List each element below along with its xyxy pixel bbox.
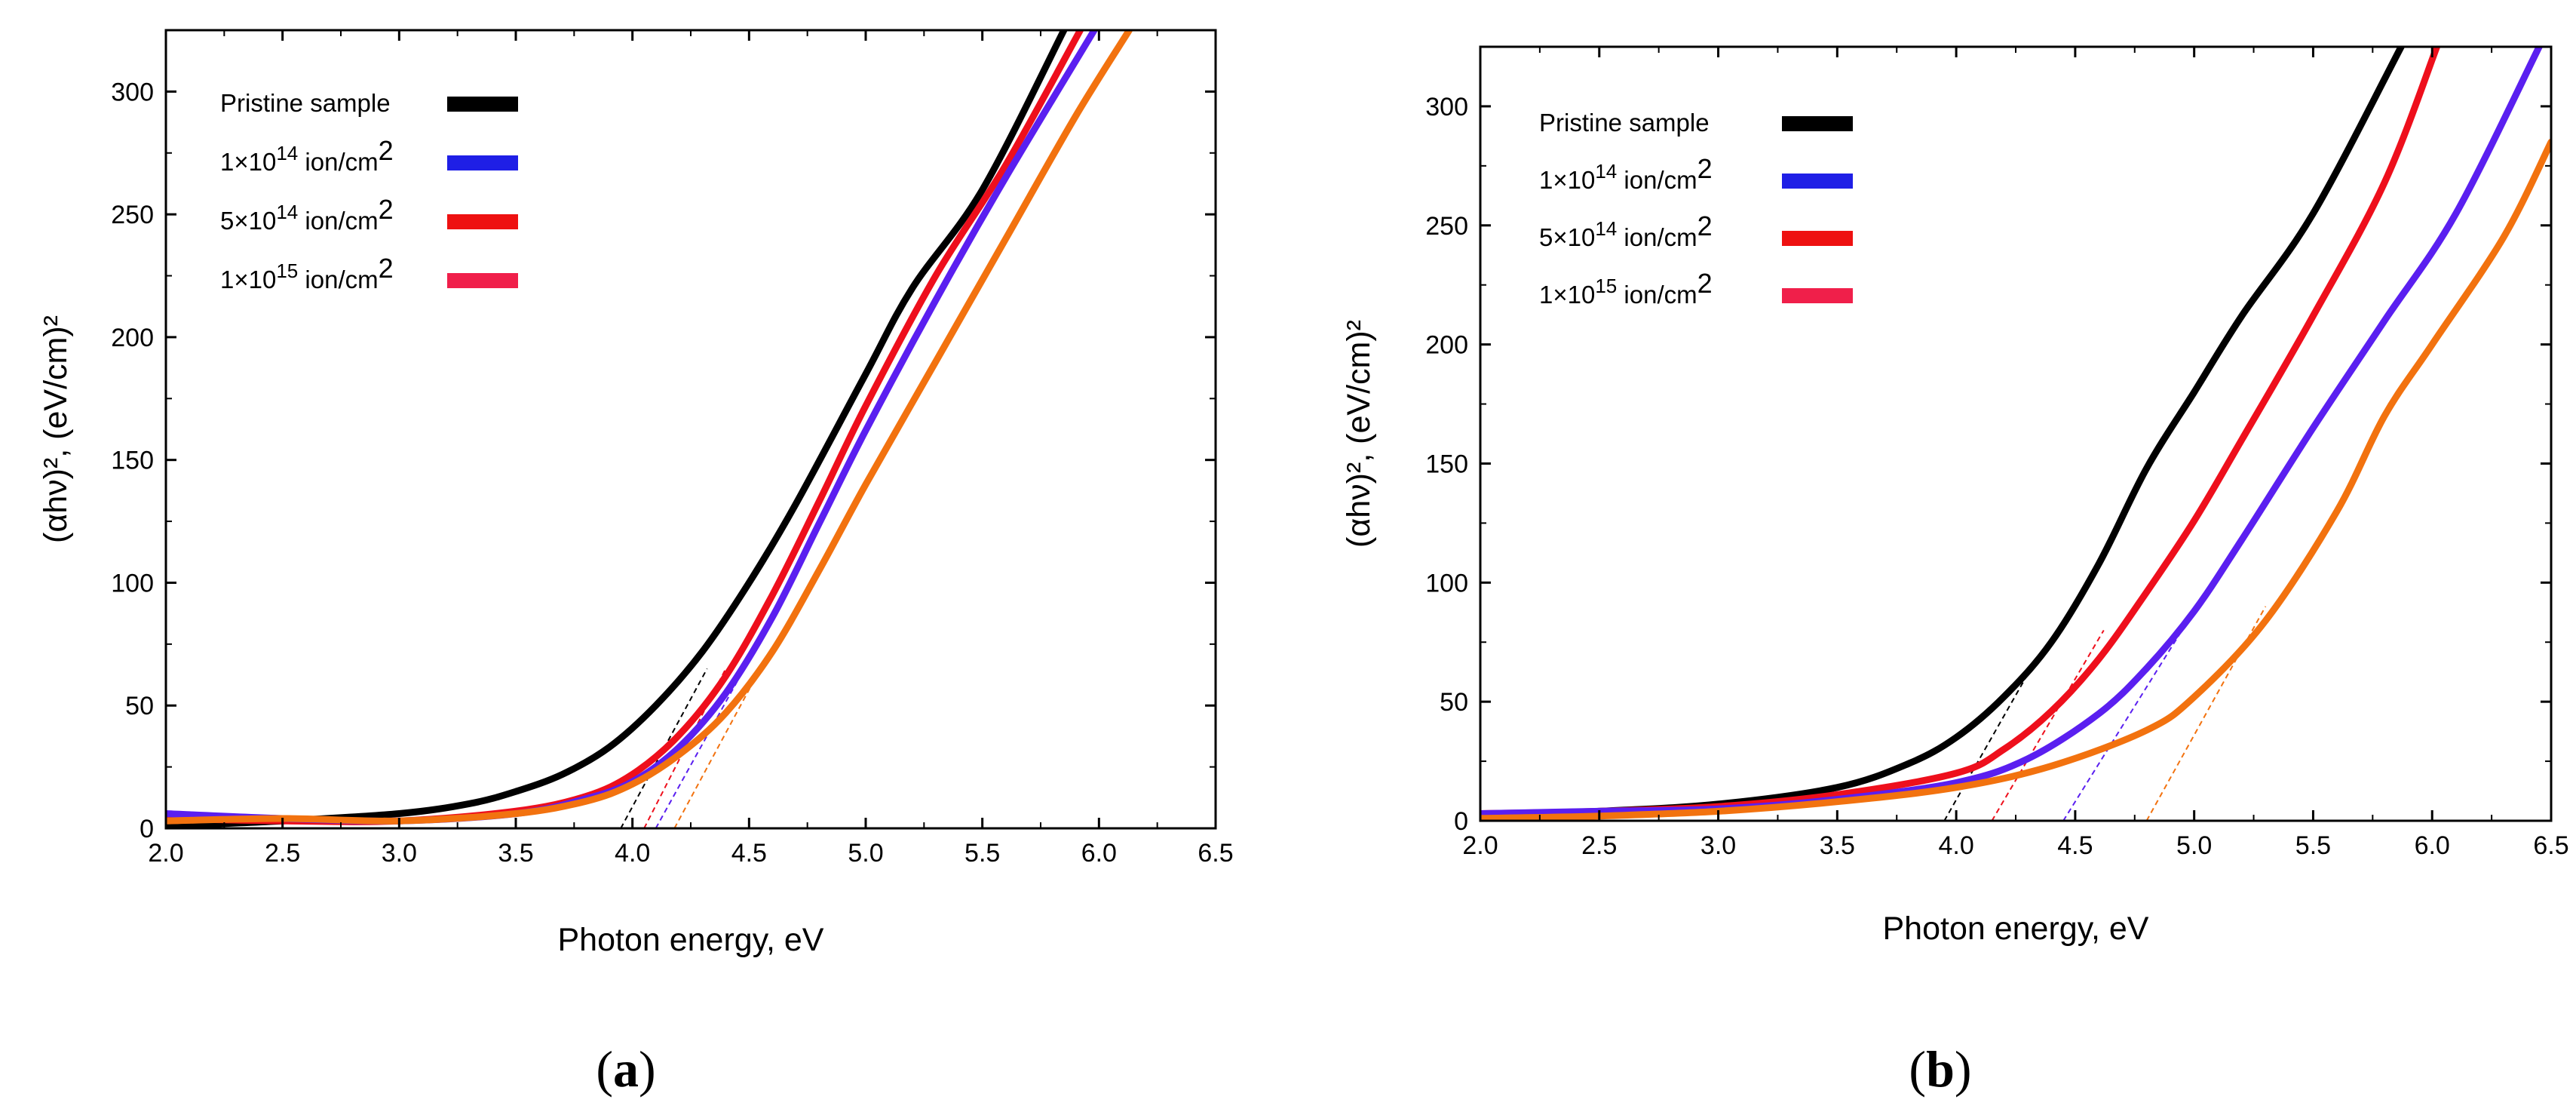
legend-label: 1×1015 ion/cm2	[220, 253, 394, 293]
series-line-2	[1480, 47, 2440, 817]
y-axis-title: (αhν)², (eV/cm)²	[38, 315, 74, 543]
y-tick-label: 200	[111, 324, 154, 352]
x-tick-label: 3.5	[1820, 831, 1855, 860]
series-line-4	[166, 30, 1133, 825]
x-tick-label: 4.5	[731, 839, 767, 868]
x-tick-label: 2.5	[1581, 831, 1617, 860]
chart-b-svg: 2.0 2.5 3.0 3.5 4.0 4.5 5.0 5.5 6.0 6.5 0 50 100 150 2…	[1341, 45, 2569, 1098]
x-tick-label: 5.5	[964, 839, 1000, 868]
x-axis-title: Photon energy, eV	[1882, 911, 2148, 947]
x-tick-label: 2.0	[148, 839, 183, 868]
legend-swatch	[1782, 174, 1853, 189]
legend-swatch	[447, 155, 518, 170]
legend: Pristine sample 1×1014 ion/cm2 5×1014 ion/…	[1539, 109, 1853, 309]
y-axis-title: (αhν)², (eV/cm)²	[1341, 320, 1377, 548]
x-tick-label: 4.0	[615, 839, 650, 868]
series-line-1	[166, 30, 1068, 828]
legend-swatch	[1782, 116, 1853, 131]
series-line-1	[1480, 47, 2405, 820]
x-tick-label: 5.5	[2295, 831, 2331, 860]
panel-label-b: (b)	[1909, 1040, 1971, 1098]
y-tick-label: 100	[1425, 569, 1468, 597]
legend-swatch	[447, 273, 518, 288]
x-tick-label: 5.0	[2176, 831, 2212, 860]
panel-label-a: (a)	[596, 1040, 655, 1098]
x-tick-label: 2.0	[1462, 831, 1498, 860]
y-tick-label: 200	[1425, 331, 1468, 360]
y-tick-label: 300	[111, 78, 154, 106]
y-tick-label: 0	[140, 815, 154, 843]
legend-swatch	[1782, 231, 1853, 246]
tangent-line	[2062, 618, 2191, 821]
series-group	[1480, 47, 2551, 821]
legend-label: 1×1015 ion/cm2	[1539, 268, 1713, 309]
y-tick-label: 300	[1425, 93, 1468, 121]
y-tick-label: 250	[1425, 212, 1468, 241]
x-tick-label: 6.5	[1198, 839, 1233, 868]
x-tick-label: 3.0	[1700, 831, 1736, 860]
legend-label: 5×1014 ion/cm2	[1539, 210, 1713, 251]
legend-label: 1×1014 ion/cm2	[220, 135, 394, 176]
panel-label-letter: b	[1926, 1040, 1955, 1098]
legend-swatch	[447, 214, 518, 229]
tangent-lines	[1943, 606, 2267, 821]
panel-label-letter: a	[613, 1040, 639, 1098]
x-tick-label: 2.5	[265, 839, 300, 868]
tangent-line	[673, 680, 755, 828]
legend-label: Pristine sample	[1539, 109, 1710, 137]
y-tick-label: 150	[111, 447, 154, 475]
y-tick-label: 100	[111, 569, 154, 597]
legend-swatch	[447, 97, 518, 112]
tangent-line	[1943, 665, 2033, 821]
y-tick-label: 50	[125, 692, 154, 720]
legend-label: Pristine sample	[220, 89, 391, 117]
chart-a-svg: 2.0 2.5 3.0 3.5 4.0 4.5 5.0 5.5 6.0 6.5 0 50 100 150 2…	[38, 29, 1234, 1098]
x-tick-label: 6.0	[1081, 839, 1117, 868]
x-tick-label: 3.5	[498, 839, 533, 868]
legend-label: 1×1014 ion/cm2	[1539, 153, 1713, 194]
x-tick-label: 3.0	[382, 839, 417, 868]
chart-panel-b: 2.0 2.5 3.0 3.5 4.0 4.5 5.0 5.5 6.0 6.5 0 50 100 150 2…	[1288, 0, 2576, 1118]
x-tick-label: 6.5	[2533, 831, 2568, 860]
tangent-line	[655, 680, 738, 828]
x-tick-label: 4.5	[2057, 831, 2093, 860]
y-tick-label: 150	[1425, 450, 1468, 478]
legend-swatch	[1782, 288, 1853, 303]
chart-panel-a: 2.0 2.5 3.0 3.5 4.0 4.5 5.0 5.5 6.0 6.5 0 50 100 150 2…	[38, 29, 1234, 1098]
x-tick-label: 4.0	[1938, 831, 1973, 860]
y-tick-label: 250	[111, 201, 154, 229]
y-tick-label: 0	[1454, 807, 1468, 836]
legend-label: 5×1014 ion/cm2	[220, 194, 394, 235]
x-tick-label: 5.0	[848, 839, 883, 868]
legend: Pristine sample 1×1014 ion/cm2 5×1014 ion/…	[220, 89, 518, 293]
x-axis-title: Photon energy, eV	[557, 922, 823, 958]
x-tick-label: 6.0	[2415, 831, 2450, 860]
tangent-line	[1991, 629, 2105, 821]
y-tick-label: 50	[1440, 688, 1468, 717]
